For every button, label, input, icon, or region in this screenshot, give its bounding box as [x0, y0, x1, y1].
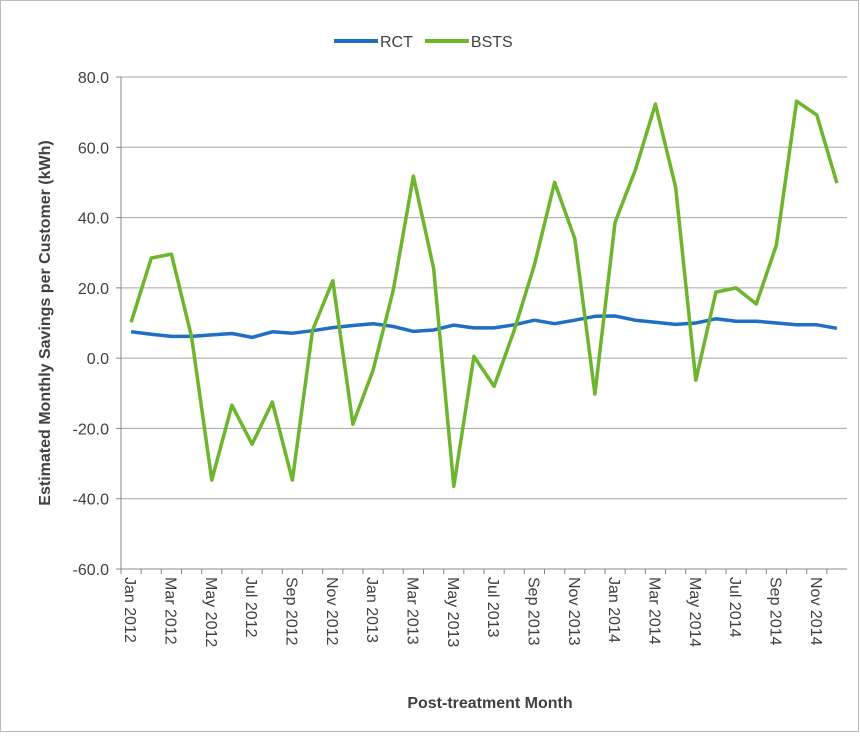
x-tick-label: Sep 2014 — [766, 577, 783, 646]
y-tick-label: 60.0 — [78, 140, 109, 157]
x-tick-label: May 2014 — [686, 577, 703, 647]
x-tick-label: Mar 2014 — [645, 577, 662, 645]
x-tick-label: Mar 2012 — [161, 577, 178, 645]
y-tick-label: 20.0 — [78, 281, 109, 298]
series-line — [130, 314, 838, 340]
x-axis-title: Post-treatment Month — [407, 695, 572, 712]
legend-label: BSTS — [471, 34, 513, 51]
x-tick-label: Jan 2014 — [605, 577, 622, 643]
y-tick-label: 40.0 — [78, 211, 109, 228]
legend-label: RCT — [380, 34, 413, 51]
y-tick-label: 80.0 — [78, 70, 109, 87]
y-tick-label: -60.0 — [73, 562, 110, 579]
x-tick-label: Mar 2013 — [403, 577, 420, 645]
x-tick-label: Sep 2012 — [282, 577, 299, 646]
y-axis-title: Estimated Monthly Savings per Customer (… — [37, 140, 54, 505]
x-tick-label: Jul 2014 — [726, 577, 743, 638]
x-tick-label: Nov 2014 — [807, 577, 824, 646]
series-line — [129, 99, 839, 489]
y-tick-label: -40.0 — [73, 492, 110, 509]
x-tick-label: Jan 2013 — [363, 577, 380, 643]
y-tick-label: -20.0 — [73, 421, 110, 438]
x-tick-label: Jul 2012 — [242, 577, 259, 638]
x-tick-label: Jan 2012 — [121, 577, 138, 643]
x-tick-label: Jul 2013 — [484, 577, 501, 638]
x-tick-label: May 2012 — [202, 577, 219, 647]
x-tick-label: Nov 2012 — [323, 577, 340, 646]
x-tick-label: May 2013 — [444, 577, 461, 647]
x-tick-label: Nov 2013 — [565, 577, 582, 646]
x-tick-label: Sep 2013 — [524, 577, 541, 646]
y-tick-label: 0.0 — [87, 351, 109, 368]
